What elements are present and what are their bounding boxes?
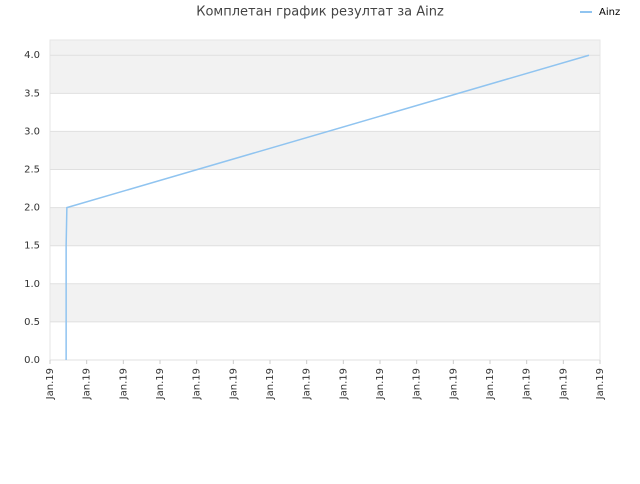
y-tick-label: 4.0 bbox=[24, 50, 40, 61]
grid-band bbox=[50, 131, 600, 170]
x-tick-label: Jan.19 bbox=[45, 368, 56, 400]
y-tick-label: 3.5 bbox=[24, 88, 40, 99]
legend-label: Ainz bbox=[599, 7, 620, 18]
y-tick-label: 3.0 bbox=[24, 126, 40, 137]
x-tick-label: Jan.19 bbox=[82, 368, 93, 400]
x-tick-label: Jan.19 bbox=[595, 368, 606, 400]
x-tick-label: Jan.19 bbox=[118, 368, 129, 400]
y-tick-label: 0.0 bbox=[24, 355, 40, 366]
series-line bbox=[65, 54, 590, 360]
y-tick-label: 1.0 bbox=[24, 279, 40, 290]
x-tick-label: Jan.19 bbox=[155, 368, 166, 400]
chart-title: Комплетан график резултат за Ainz bbox=[196, 5, 444, 20]
y-tick-label: 0.5 bbox=[24, 317, 40, 328]
grid-band bbox=[50, 207, 600, 246]
x-tick-label: Jan.19 bbox=[302, 368, 313, 400]
y-tick-label: 2.5 bbox=[24, 165, 40, 176]
y-tick-label: 2.0 bbox=[24, 203, 40, 214]
x-tick-label: Jan.19 bbox=[558, 368, 569, 400]
x-tick-label: Jan.19 bbox=[485, 368, 496, 400]
x-tick-label: Jan.19 bbox=[375, 368, 386, 400]
y-tick-label: 1.5 bbox=[24, 241, 40, 252]
x-tick-label: Jan.19 bbox=[522, 368, 533, 400]
x-tick-label: Jan.19 bbox=[192, 368, 203, 400]
grid-band bbox=[50, 283, 600, 322]
x-tick-label: Jan.19 bbox=[338, 368, 349, 400]
x-tick-label: Jan.19 bbox=[265, 368, 276, 400]
x-tick-label: Jan.19 bbox=[412, 368, 423, 400]
x-tick-label: Jan.19 bbox=[448, 368, 459, 400]
x-tick-label: Jan.19 bbox=[228, 368, 239, 400]
grid-band bbox=[50, 40, 600, 94]
